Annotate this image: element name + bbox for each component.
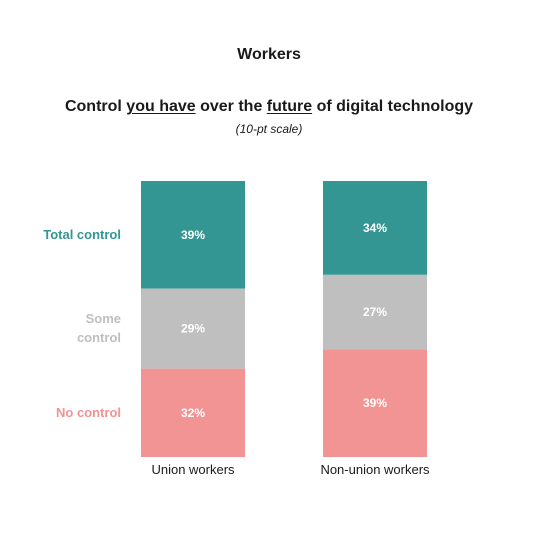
data-label-union-workers-some-control: 29% (181, 322, 205, 336)
subtitle-emphasis-future: future (266, 98, 313, 115)
legend-label-some-control: Some control (77, 311, 121, 345)
subtitle-part-5: of digital technology (312, 98, 474, 115)
bar-segment-union-workers-no-control (141, 368, 245, 457)
category-label-union-workers: Union workers (151, 462, 235, 477)
legend-label-no-control: No control (56, 405, 121, 420)
chart-title: Workers (237, 46, 301, 63)
bar-segment-non-union-workers-total-control (323, 181, 427, 275)
data-label-union-workers-no-control: 32% (181, 406, 205, 420)
category-label-non-union-workers: Non-union workers (320, 462, 430, 477)
bar-segment-non-union-workers-no-control (323, 349, 427, 457)
data-label-union-workers-total-control: 39% (181, 228, 205, 242)
legend-label-total-control: Total control (43, 227, 121, 242)
scale-note: (10-pt scale) (235, 122, 303, 136)
subtitle-emphasis-you-have: you have (126, 98, 196, 115)
subtitle-part-1: Control (64, 98, 127, 115)
data-label-non-union-workers-total-control: 34% (363, 221, 387, 235)
data-label-non-union-workers-no-control: 39% (363, 396, 387, 410)
data-label-non-union-workers-some-control: 27% (363, 305, 387, 319)
bar-segment-union-workers-total-control (141, 181, 245, 289)
subtitle-part-3: over the (195, 98, 267, 115)
bar-segment-non-union-workers-some-control (323, 274, 427, 350)
bar-segment-union-workers-some-control (141, 288, 245, 369)
chart-subtitle: Control you have over the future of digi… (0, 98, 538, 116)
